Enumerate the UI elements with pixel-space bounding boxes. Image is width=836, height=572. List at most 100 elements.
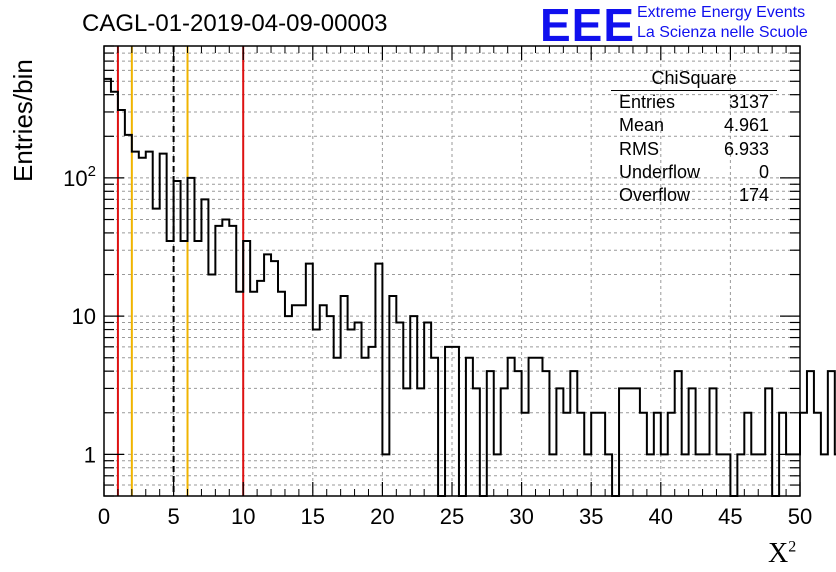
logo-line-1: Extreme Energy Events [637, 4, 806, 21]
histogram-bin [814, 413, 821, 496]
histogram-bin [661, 454, 668, 496]
histogram-bin [737, 454, 744, 496]
histogram-bin [348, 330, 355, 496]
histogram-bin [549, 454, 556, 496]
histogram-bin [508, 358, 515, 496]
histogram-bin [584, 454, 591, 496]
histogram-bin [250, 292, 257, 496]
histogram-bin [640, 413, 647, 496]
histogram-bin [424, 322, 431, 496]
histogram-bin [563, 413, 570, 496]
histogram-bin [577, 413, 584, 496]
x-tick-label: 30 [509, 504, 533, 529]
histogram-bin [403, 388, 410, 496]
histogram-bin [445, 347, 452, 496]
histogram-bin [591, 413, 598, 496]
histogram-bin [160, 154, 167, 496]
histogram-bin [529, 358, 536, 496]
histogram-bin [431, 358, 438, 496]
histogram-bin [494, 454, 501, 496]
histogram-bin [598, 413, 605, 496]
histogram-bin [765, 388, 772, 496]
histogram-bin [710, 388, 717, 496]
histogram-bin [118, 110, 125, 496]
histogram-bin [355, 322, 362, 496]
histogram-bin [229, 226, 236, 496]
histogram-bin [570, 371, 577, 496]
x-tick-label: 50 [788, 504, 812, 529]
histogram-bin [689, 388, 696, 496]
stats-value: 4.961 [723, 115, 769, 136]
histogram-bin [271, 261, 278, 496]
stats-value: 0 [758, 161, 769, 182]
stats-value: 6.933 [723, 138, 769, 159]
histogram-bin [153, 209, 160, 496]
histogram-bin [257, 281, 264, 496]
axis-tick-labels: 0 5 10 15 20 25 30 35 40 45 50 1 10 102 [63, 163, 812, 529]
histogram-bin [619, 388, 626, 496]
x-tick-label: 10 [231, 504, 255, 529]
histogram-bin [292, 305, 299, 496]
histogram-bin [194, 241, 201, 496]
y-tick-label: 102 [63, 163, 96, 191]
histogram-bin [236, 292, 243, 496]
stats-label: Underflow [619, 161, 701, 182]
x-tick-label: 45 [718, 504, 742, 529]
stats-row: Underflow 0 [611, 161, 777, 184]
histogram-bin [821, 454, 828, 496]
histogram-bin [556, 388, 563, 496]
histogram-bin [473, 388, 480, 496]
histogram-bin [758, 454, 765, 496]
histogram-bin [744, 413, 751, 496]
stats-label: Mean [619, 115, 665, 136]
histogram-bin [515, 371, 522, 496]
histogram-bin [522, 413, 529, 496]
histogram-bin [285, 316, 292, 496]
stats-label: Entries [619, 92, 676, 112]
histogram-bin [668, 413, 675, 496]
histogram-bin [306, 264, 313, 496]
histogram-bin [716, 454, 723, 496]
histogram-bin [104, 79, 111, 496]
stats-label: Overflow [619, 185, 691, 206]
y-tick-label: 1 [84, 442, 96, 467]
histogram-series [104, 77, 836, 497]
stats-row: Mean 4.961 [611, 114, 777, 137]
histogram-bin [313, 330, 320, 496]
histogram-bin [828, 371, 835, 496]
x-tick-label: 20 [370, 504, 394, 529]
histogram-bin [751, 454, 758, 496]
histogram-bin [800, 413, 807, 496]
histogram-bin [181, 241, 188, 496]
histogram-bin [703, 454, 710, 496]
eee-logo-icon: EEE [540, 0, 636, 51]
histogram-bin [682, 454, 689, 496]
histogram-bin [320, 305, 327, 496]
histogram-bin [215, 226, 222, 496]
histogram-bin [536, 358, 543, 496]
histogram-bin [201, 199, 208, 496]
y-axis-label: Entries/bin [8, 59, 38, 182]
histogram-bin [396, 322, 403, 496]
histogram-bin [605, 454, 612, 496]
histogram-bin [696, 454, 703, 496]
histogram-bin [417, 388, 424, 496]
y-tick-label: 10 [72, 304, 96, 329]
grid-lines [104, 45, 800, 497]
histogram-bin [389, 296, 396, 496]
histogram-bin [633, 388, 640, 496]
x-tick-label: 15 [301, 504, 325, 529]
histogram-bin [243, 241, 250, 496]
histogram-bin [111, 92, 118, 496]
histogram-bin [452, 347, 459, 496]
stats-row: Overflow 174 [611, 184, 777, 207]
histogram-bin [382, 454, 389, 496]
histogram-bin [208, 275, 215, 496]
x-axis-label-superscript: 2 [788, 538, 797, 556]
histogram-bin [341, 296, 348, 496]
histogram-bin [654, 413, 661, 496]
histogram-bin [174, 181, 181, 496]
histogram-bin [501, 388, 508, 496]
x-tick-label: 25 [440, 504, 464, 529]
